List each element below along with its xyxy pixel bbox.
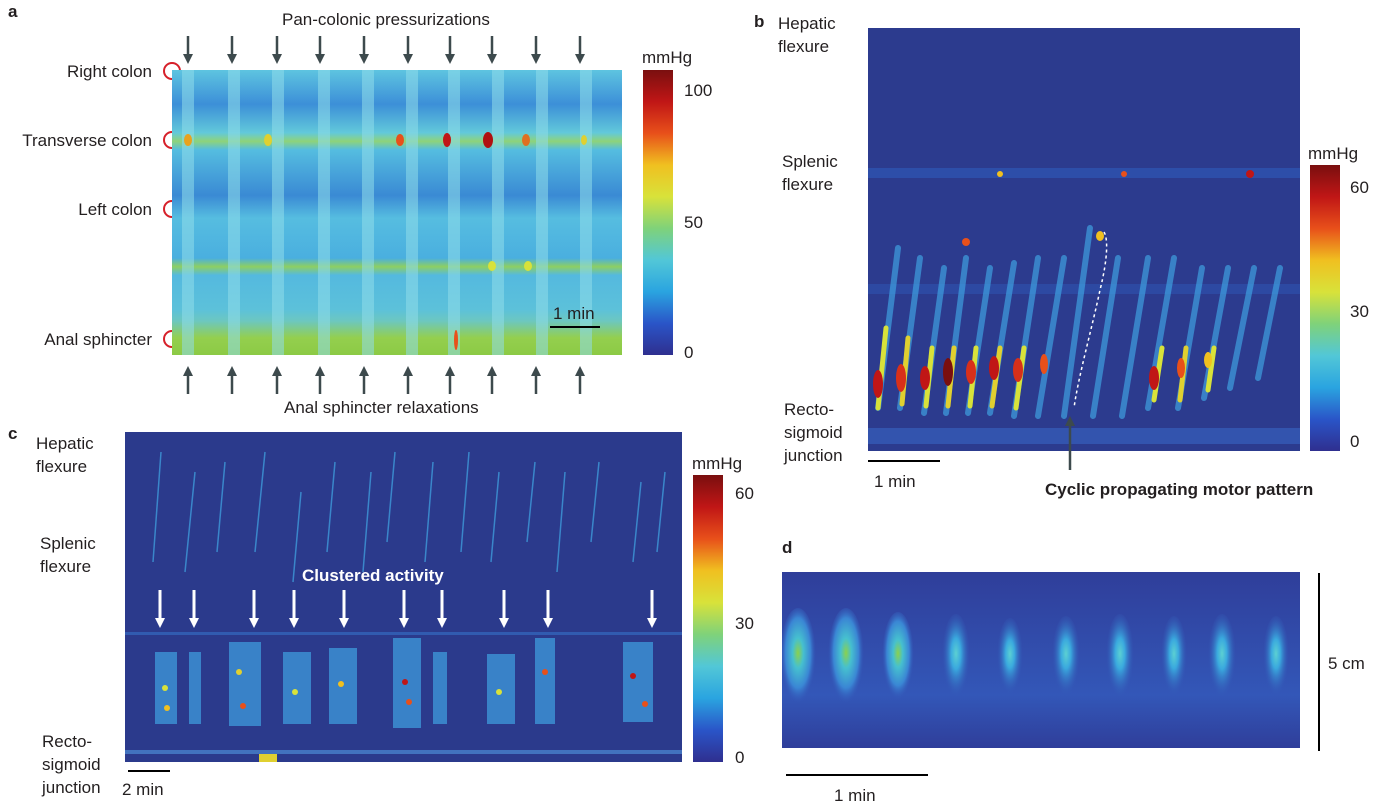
panel-b-colorbar-unit: mmHg xyxy=(1308,144,1359,163)
peak-spots xyxy=(873,170,1254,398)
down-arrow-icon xyxy=(399,590,409,628)
panel-b-cmp-arrows xyxy=(1065,416,1075,470)
panel-d-letter: d xyxy=(782,538,793,557)
cmp-trace-dashed xyxy=(1073,231,1108,409)
panel-a-heatmap xyxy=(172,70,622,355)
hotspots xyxy=(184,132,587,350)
panel-b-site-label: Recto-sigmoid junction xyxy=(784,400,843,465)
down-arrow-icon xyxy=(543,590,553,628)
panel-a-top-title: Pan-colonic pressurizations xyxy=(282,10,490,29)
panel-d-heatmap-pattern xyxy=(782,608,1289,708)
panel-c-colorbar xyxy=(693,475,723,762)
panel-c-site-label: Splenic flexure xyxy=(40,534,96,576)
down-arrow-icon xyxy=(575,36,585,64)
panel-a-colorbar xyxy=(643,70,673,355)
panel-c-colorbar-tick: 60 xyxy=(735,484,754,503)
panel-a-site-label: Right colon xyxy=(66,62,152,81)
down-arrow-icon xyxy=(487,36,497,64)
panel-a-top-arrows xyxy=(183,36,585,64)
up-arrow-icon xyxy=(403,366,413,394)
panel-a-site-label: Anal sphincter xyxy=(44,330,152,349)
panel-a-colorbar-unit: mmHg xyxy=(642,48,693,67)
panel-b-site-label: Hepatic flexure xyxy=(778,14,836,56)
panel-a-colorbar-tick: 100 xyxy=(684,81,713,100)
fine-streaks xyxy=(152,451,666,583)
panel-c-annotation: Clustered activity xyxy=(302,566,444,585)
down-arrow-icon xyxy=(403,36,413,64)
flexure-bands xyxy=(868,168,1300,444)
panel-a-letter: a xyxy=(8,2,18,21)
down-arrow-icon xyxy=(272,36,282,64)
panel-d-scale-bar xyxy=(786,774,928,776)
down-arrow-icon xyxy=(315,36,325,64)
up-arrow-icon xyxy=(359,366,369,394)
down-arrow-icon xyxy=(155,590,165,628)
down-arrow-icon xyxy=(289,590,299,628)
panel-b-scale-label: 1 min xyxy=(874,472,916,491)
up-arrow-icon xyxy=(227,366,237,394)
artifact-spot xyxy=(259,754,277,762)
panel-c-colorbar-unit: mmHg xyxy=(692,454,743,473)
panel-b-colorbar xyxy=(1310,165,1340,451)
down-arrow-icon xyxy=(359,36,369,64)
panel-c-scale-label: 2 min xyxy=(122,780,164,799)
down-arrow-icon xyxy=(499,590,509,628)
down-arrow-icon xyxy=(531,36,541,64)
panel-c-colorbar-tick: 0 xyxy=(735,748,745,767)
up-arrow-icon xyxy=(183,366,193,394)
panel-c-site-label: Recto-sigmoid junction xyxy=(42,732,101,797)
panel-b-colorbar-tick: 0 xyxy=(1350,432,1360,451)
cluster-blocks xyxy=(155,638,653,728)
panel-b-scale-bar xyxy=(868,460,940,462)
panel-c-letter: c xyxy=(8,424,18,443)
panel-a-colorbar-tick: 50 xyxy=(684,213,703,232)
panel-b-colorbar-tick: 60 xyxy=(1350,178,1369,197)
up-arrow-icon xyxy=(315,366,325,394)
up-arrow-icon xyxy=(272,366,282,394)
panel-b-annotation: Cyclic propagating motor pattern xyxy=(1045,480,1314,499)
panel-c-site-label: Hepatic flexure xyxy=(36,434,94,476)
panel-d-vertical-scale-bar xyxy=(1318,573,1320,751)
up-arrow-icon xyxy=(445,366,455,394)
down-arrow-icon xyxy=(189,590,199,628)
panel-d-heatmap xyxy=(782,572,1300,748)
panel-b-heatmap-pattern xyxy=(868,168,1300,444)
down-arrow-icon xyxy=(339,590,349,628)
panel-a-colorbar-tick: 0 xyxy=(684,343,694,362)
panel-c-scale-bar xyxy=(128,770,170,772)
panel-b-site-label: Splenic flexure xyxy=(782,152,838,194)
panel-a-scale-label: 1 min xyxy=(553,304,595,323)
up-arrow-icon xyxy=(487,366,497,394)
panel-a-bottom-title: Anal sphincter relaxations xyxy=(284,398,479,417)
propagating-streaks xyxy=(875,225,1283,419)
down-arrow-icon xyxy=(227,36,237,64)
down-arrow-icon xyxy=(647,590,657,628)
up-arrow-icon xyxy=(575,366,585,394)
panel-d-vertical-scale-label: 5 cm xyxy=(1328,654,1365,673)
panel-b-heatmap xyxy=(868,28,1300,451)
panel-c-heatmap xyxy=(125,432,682,762)
panel-a-scale-bar xyxy=(550,326,600,328)
panel-b-colorbar-tick: 30 xyxy=(1350,302,1369,321)
panel-d-scale-label: 1 min xyxy=(834,786,876,805)
panel-a-bottom-arrows xyxy=(183,366,585,394)
down-arrow-icon xyxy=(445,36,455,64)
down-arrow-icon xyxy=(183,36,193,64)
panel-a-heatmap-pattern xyxy=(172,70,622,355)
panel-c-heatmap-pattern xyxy=(125,451,682,762)
panel-c-cluster-arrows xyxy=(155,590,657,628)
down-arrow-icon xyxy=(249,590,259,628)
down-arrow-icon xyxy=(437,590,447,628)
up-arrow-icon xyxy=(531,366,541,394)
panel-b-letter: b xyxy=(754,12,765,31)
panel-a-site-label: Left colon xyxy=(78,200,152,219)
panel-c-colorbar-tick: 30 xyxy=(735,614,754,633)
panel-a-site-label: Transverse colon xyxy=(22,131,152,150)
